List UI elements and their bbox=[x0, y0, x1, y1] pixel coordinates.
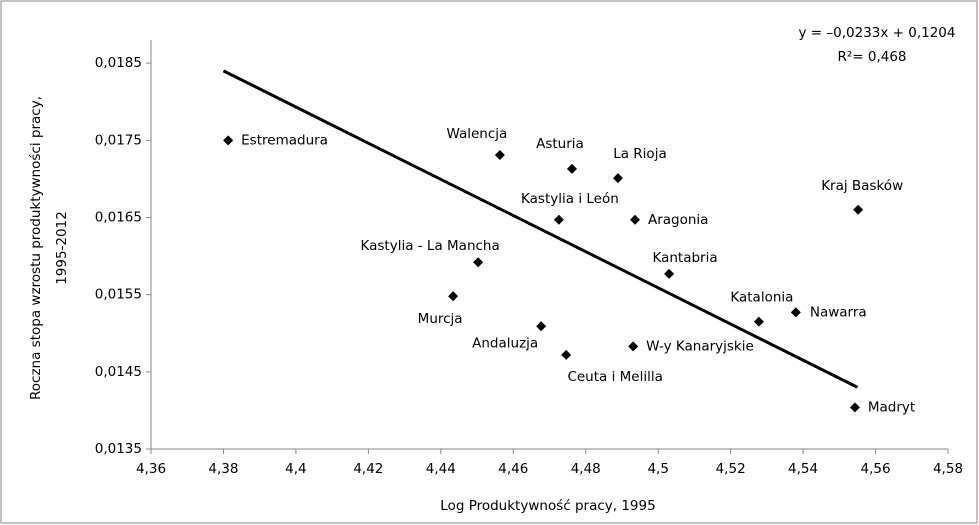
point-label: Nawarra bbox=[810, 304, 867, 320]
point-label: La Rioja bbox=[613, 146, 667, 162]
point-label: Aragonia bbox=[648, 212, 708, 228]
point bbox=[753, 316, 764, 327]
x-tick-label: 4,38 bbox=[208, 461, 238, 477]
y-tick-label: 0,0145 bbox=[95, 364, 142, 380]
x-tick-label: 4,56 bbox=[861, 461, 891, 477]
x-tick-label: 4,36 bbox=[136, 461, 166, 477]
x-tick-label: 4,48 bbox=[571, 461, 601, 477]
x-tick-label: 4,58 bbox=[933, 461, 963, 477]
point-label: Estremadura bbox=[241, 132, 328, 148]
point-label: Kastylia i León bbox=[521, 191, 619, 207]
point bbox=[494, 149, 505, 160]
point bbox=[629, 214, 640, 225]
point-label: Asturia bbox=[536, 136, 584, 152]
point-label: Katalonia bbox=[730, 290, 793, 306]
r-squared: R²= 0,468 bbox=[837, 49, 906, 65]
y-tick-label: 0,0135 bbox=[95, 441, 142, 457]
point bbox=[448, 291, 459, 302]
point bbox=[853, 204, 864, 215]
x-tick-label: 4,44 bbox=[426, 461, 456, 477]
point-label: Kantabria bbox=[652, 250, 717, 266]
equation: y = –0,0233x + 0,1204 bbox=[799, 25, 956, 41]
point bbox=[566, 163, 577, 174]
x-tick-label: 4,42 bbox=[353, 461, 383, 477]
point bbox=[849, 402, 860, 413]
y-tick-label: 0,0175 bbox=[95, 132, 142, 148]
point-label: Madryt bbox=[868, 399, 915, 415]
point bbox=[473, 257, 484, 268]
point-label: W-y Kanaryjskie bbox=[646, 338, 754, 354]
point bbox=[553, 214, 564, 225]
y-axis-title: Roczna stopa wzrostu produktywności prac… bbox=[28, 96, 44, 400]
x-tick-label: 4,46 bbox=[498, 461, 528, 477]
x-axis-title: Log Produktywność pracy, 1995 bbox=[440, 498, 655, 514]
point bbox=[223, 135, 234, 146]
y-tick-label: 0,0185 bbox=[95, 55, 142, 71]
point bbox=[612, 173, 623, 184]
y-tick-label: 0,0155 bbox=[95, 287, 142, 303]
point-label: Kastylia - La Mancha bbox=[361, 238, 500, 254]
x-tick-label: 4,54 bbox=[788, 461, 818, 477]
point bbox=[561, 349, 572, 360]
point-label: Walencja bbox=[446, 126, 507, 142]
point-label: Andaluzja bbox=[472, 335, 538, 351]
x-tick-label: 4,5 bbox=[647, 461, 668, 477]
trendline bbox=[222, 69, 859, 389]
point bbox=[664, 268, 675, 279]
y-tick-label: 0,0165 bbox=[95, 209, 142, 225]
point-label: Kraj Basków bbox=[821, 178, 903, 194]
y-axis-title: 1995-2012 bbox=[54, 211, 70, 285]
point-label: Murcja bbox=[418, 311, 463, 327]
point-label: Ceuta i Melilla bbox=[567, 369, 662, 385]
point bbox=[536, 321, 547, 332]
point bbox=[790, 307, 801, 318]
x-tick-label: 4,4 bbox=[285, 461, 306, 477]
point bbox=[628, 341, 639, 352]
x-tick-label: 4,52 bbox=[716, 461, 746, 477]
